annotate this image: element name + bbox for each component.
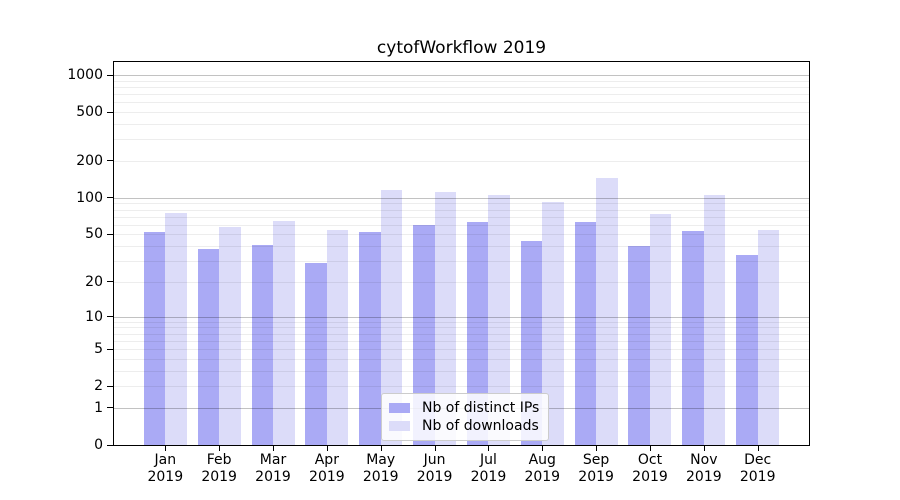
bar-distinct-ips xyxy=(359,232,381,445)
y-tick xyxy=(107,348,113,350)
bar-distinct-ips xyxy=(574,222,597,445)
y-tick xyxy=(107,385,113,387)
y-tick xyxy=(107,160,113,162)
x-tick-label: Nov 2019 xyxy=(686,452,722,485)
x-tick xyxy=(380,446,382,451)
bar-downloads xyxy=(649,213,672,445)
x-tick-label: Mar 2019 xyxy=(255,452,291,485)
x-tick xyxy=(488,446,490,451)
x-tick xyxy=(273,446,274,451)
x-tick-label: Jun 2019 xyxy=(416,452,453,485)
bar-downloads xyxy=(488,195,510,445)
plot-area: Nb of distinct IPs Nb of downloads xyxy=(113,61,810,446)
legend-label-downloads: Nb of downloads xyxy=(422,418,539,434)
y-tick xyxy=(107,233,113,235)
y-tick-label: 10 xyxy=(85,308,103,325)
x-tick-label: Dec 2019 xyxy=(739,452,776,485)
y-tick-label: 20 xyxy=(85,273,103,290)
x-tick xyxy=(219,446,221,451)
y-tick xyxy=(107,444,113,446)
x-tick-label: Aug 2019 xyxy=(524,452,561,485)
bar-downloads xyxy=(434,191,457,445)
y-tick-label: 500 xyxy=(76,104,103,121)
bar-downloads xyxy=(596,178,618,445)
bar-downloads xyxy=(757,230,780,445)
x-tick xyxy=(649,446,651,451)
y-tick-label: 200 xyxy=(76,152,103,169)
y-tick-label: 2 xyxy=(94,378,103,395)
legend-label-ips: Nb of distinct IPs xyxy=(422,400,540,416)
x-tick-label: Jul 2019 xyxy=(470,452,507,485)
legend: Nb of distinct IPs Nb of downloads xyxy=(381,393,550,441)
bar-downloads xyxy=(380,189,403,445)
bar-downloads xyxy=(542,201,564,445)
x-tick-label: Apr 2019 xyxy=(309,452,345,485)
bar-distinct-ips xyxy=(628,246,650,445)
bar-downloads xyxy=(703,195,726,445)
bar-layer xyxy=(114,62,809,445)
x-tick xyxy=(542,446,544,451)
bar-distinct-ips xyxy=(305,262,327,445)
bar-distinct-ips xyxy=(197,248,220,445)
y-tick-label: 1 xyxy=(94,399,103,416)
y-tick-label: 50 xyxy=(85,226,103,243)
y-tick-label: 5 xyxy=(94,341,103,358)
bar-distinct-ips xyxy=(682,231,704,445)
legend-item-distinct-ips: Nb of distinct IPs xyxy=(389,399,539,417)
bar-downloads xyxy=(326,230,349,445)
bar-distinct-ips xyxy=(466,222,489,445)
x-tick-label: May 2019 xyxy=(362,452,399,485)
x-tick xyxy=(703,446,705,451)
y-tick-label: 100 xyxy=(76,189,103,206)
x-tick-label: Feb 2019 xyxy=(201,452,237,485)
bar-downloads xyxy=(165,213,187,445)
x-tick-label: Jan 2019 xyxy=(147,452,184,485)
bar-downloads xyxy=(273,221,295,445)
bar-downloads xyxy=(219,226,241,445)
y-tick-label: 0 xyxy=(94,437,103,453)
x-tick xyxy=(165,446,167,451)
x-tick xyxy=(434,446,436,451)
chart-title: cytofWorkflow 2019 xyxy=(376,38,547,58)
legend-swatch-ips xyxy=(389,403,410,413)
bar-distinct-ips xyxy=(736,254,758,445)
legend-item-downloads: Nb of downloads xyxy=(389,417,539,435)
legend-swatch-downloads xyxy=(389,421,410,431)
x-tick xyxy=(757,446,759,451)
bar-distinct-ips xyxy=(413,224,435,445)
x-tick-label: Oct 2019 xyxy=(632,452,668,485)
y-tick xyxy=(107,111,113,113)
y-tick-label: 1000 xyxy=(67,67,103,83)
y-tick xyxy=(107,407,113,409)
y-tick xyxy=(107,74,113,76)
bar-distinct-ips xyxy=(143,232,166,445)
y-tick xyxy=(107,316,113,318)
y-tick xyxy=(107,197,113,199)
x-tick xyxy=(326,446,328,451)
y-tick xyxy=(107,281,113,283)
bar-distinct-ips xyxy=(251,244,273,445)
x-tick-label: Sep 2019 xyxy=(578,452,614,485)
x-tick xyxy=(596,446,598,451)
